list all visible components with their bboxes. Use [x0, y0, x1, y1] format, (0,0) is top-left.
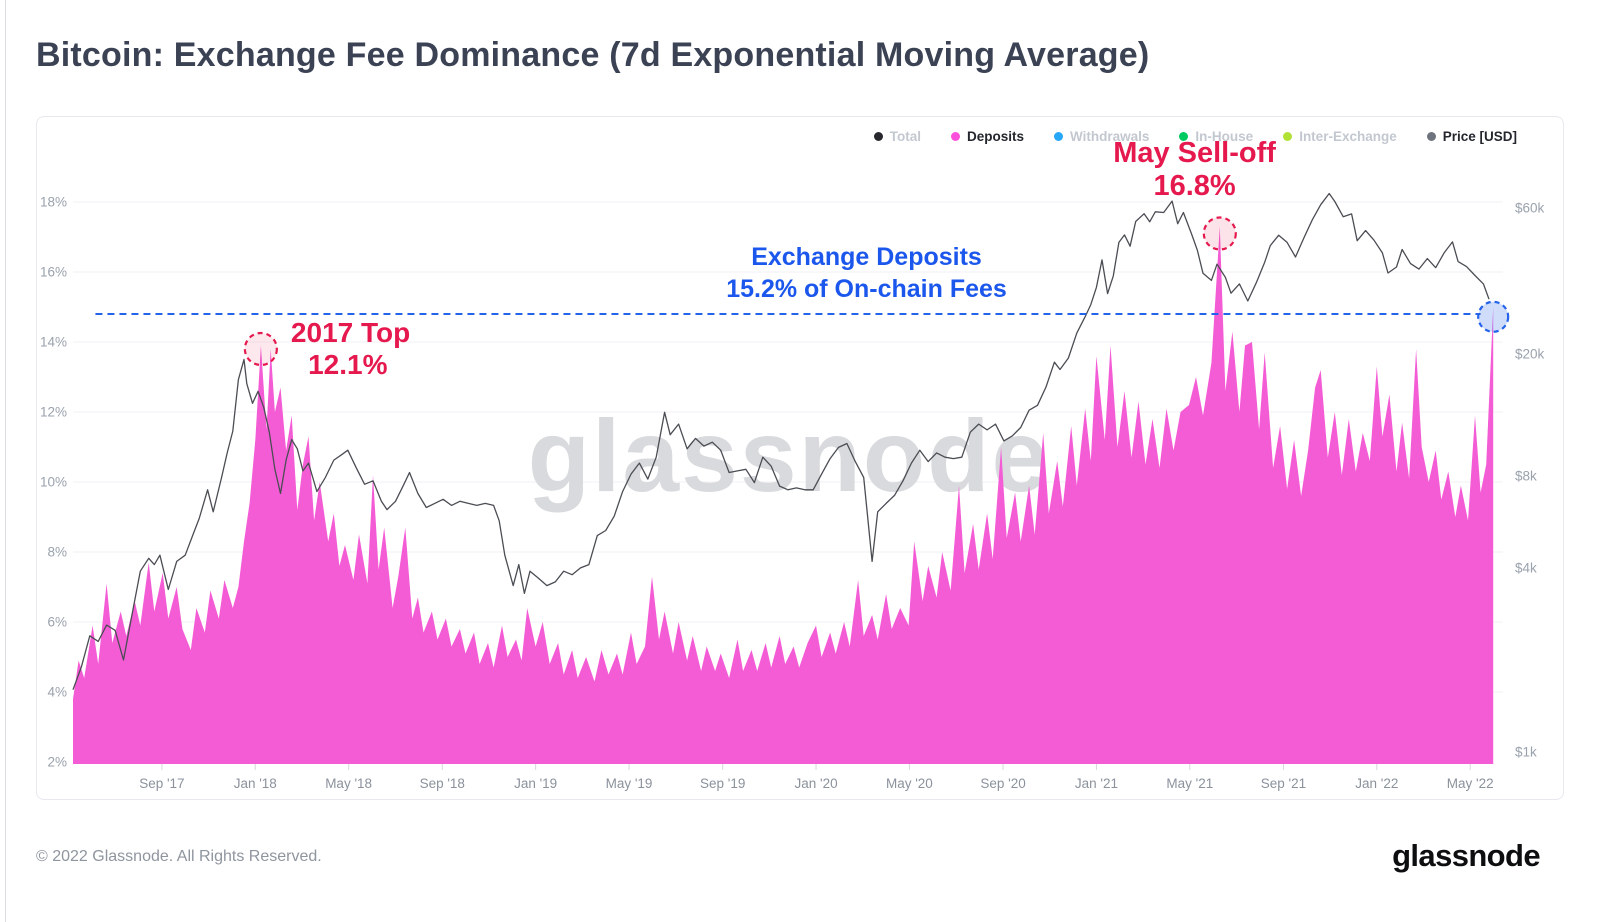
chart-legend: Total Deposits Withdrawals In-House Inter-Ex…	[873, 129, 1517, 144]
y-axis-label-left-6: 6%	[47, 615, 67, 630]
x-axis-label-may-19: May '19	[606, 776, 653, 791]
y-axis-label-right-20k: $20k	[1515, 346, 1545, 361]
legend-item-label: Price [USD]	[1442, 129, 1517, 144]
legend-item-in-house[interactable]: In-House	[1179, 129, 1253, 144]
legend-dot-icon	[873, 132, 883, 141]
circle-2017-top-marker	[243, 331, 278, 367]
price-line-series	[72, 192, 1490, 690]
x-axis-label-sep-19: Sep '19	[700, 776, 745, 791]
y-axis-label-left-14: 14%	[40, 335, 67, 350]
x-axis-label-may-18: May '18	[325, 776, 372, 791]
legend-dot-icon	[1426, 132, 1436, 141]
x-axis-label-jan-21: Jan '21	[1075, 776, 1118, 791]
chart-panel: Total Deposits Withdrawals In-House Inter-Ex…	[36, 116, 1564, 800]
legend-item-label: Deposits	[967, 129, 1025, 144]
x-axis-label-may-22: May '22	[1447, 776, 1494, 791]
legend-item-label: In-House	[1195, 129, 1254, 144]
y-axis-label-left-10: 10%	[40, 475, 67, 490]
y-axis-label-left-18: 18%	[40, 195, 67, 210]
x-axis-label-sep-18: Sep '18	[420, 776, 465, 791]
page-title: Bitcoin: Exchange Fee Dominance (7d Expo…	[36, 36, 1150, 74]
x-axis-label-jan-18: Jan '18	[234, 776, 277, 791]
y-axis-label-left-16: 16%	[40, 265, 67, 280]
legend-dot-icon	[1179, 132, 1189, 141]
x-axis-label-may-20: May '20	[886, 776, 933, 791]
x-axis-label-may-21: May '21	[1166, 776, 1213, 791]
y-axis-label-left-4: 4%	[47, 685, 67, 700]
annotation-may-selloff-line-1: 16.8%	[1153, 170, 1235, 202]
glassnode-watermark: glassnode	[528, 399, 1050, 513]
x-axis-label-sep-21: Sep '21	[1261, 776, 1306, 791]
legend-item-label: Total	[889, 129, 921, 144]
copyright-text: © 2022 Glassnode. All Rights Reserved.	[36, 848, 322, 865]
legend-dot-icon	[1283, 132, 1293, 141]
y-axis-label-left-2: 2%	[47, 755, 67, 770]
fee-dominance-chart[interactable]: 18% 16% 14% 12% 10% 8% 6% 4% 2% $60k $20k $8k $4k $1k…	[37, 117, 1565, 801]
x-axis-label-sep-20: Sep '20	[980, 776, 1025, 791]
legend-item-label: Inter-Exchange	[1299, 129, 1397, 144]
y-axis-label-right-8k: $8k	[1515, 468, 1537, 483]
circle-current-marker	[1477, 300, 1510, 333]
x-axis-label-jan-22: Jan '22	[1355, 776, 1398, 791]
y-axis-label-right-4k: $4k	[1515, 560, 1537, 575]
legend-item-total[interactable]: Total	[873, 129, 921, 144]
circle-may-selloff-marker	[1202, 216, 1237, 251]
legend-item-withdrawals[interactable]: Withdrawals	[1054, 129, 1149, 144]
legend-dot-icon	[1054, 132, 1064, 141]
y-axis-label-right-1k: $1k	[1515, 745, 1537, 760]
x-axis-label-jan-20: Jan '20	[794, 776, 837, 791]
annotation-exchange-deposits-line-1: 15.2% of On-chain Fees	[726, 275, 1007, 303]
glassnode-logo: glassnode	[1392, 838, 1541, 873]
annotation-exchange-deposits-line-0: Exchange Deposits	[751, 243, 982, 271]
window-edge-line	[5, 0, 6, 922]
legend-item-price-usd-[interactable]: Price [USD]	[1426, 129, 1517, 144]
legend-item-deposits[interactable]: Deposits	[951, 129, 1024, 144]
legend-item-inter-exchange[interactable]: Inter-Exchange	[1283, 129, 1397, 144]
annotation-top-2017-line-0: 2017 Top	[291, 317, 410, 348]
annotation-may-selloff-line-0: May Sell-off	[1113, 137, 1276, 169]
x-axis-label-sep-17: Sep '17	[139, 776, 184, 791]
deposits-area-series	[73, 226, 1494, 764]
y-axis-label-right-60k: $60k	[1515, 201, 1545, 216]
annotation-top-2017-line-1: 12.1%	[308, 349, 387, 380]
legend-dot-icon	[951, 132, 960, 141]
y-axis-label-left-12: 12%	[40, 405, 67, 420]
y-axis-label-left-8: 8%	[47, 545, 67, 560]
legend-item-label: Withdrawals	[1070, 129, 1150, 144]
x-axis-label-jan-19: Jan '19	[514, 776, 557, 791]
